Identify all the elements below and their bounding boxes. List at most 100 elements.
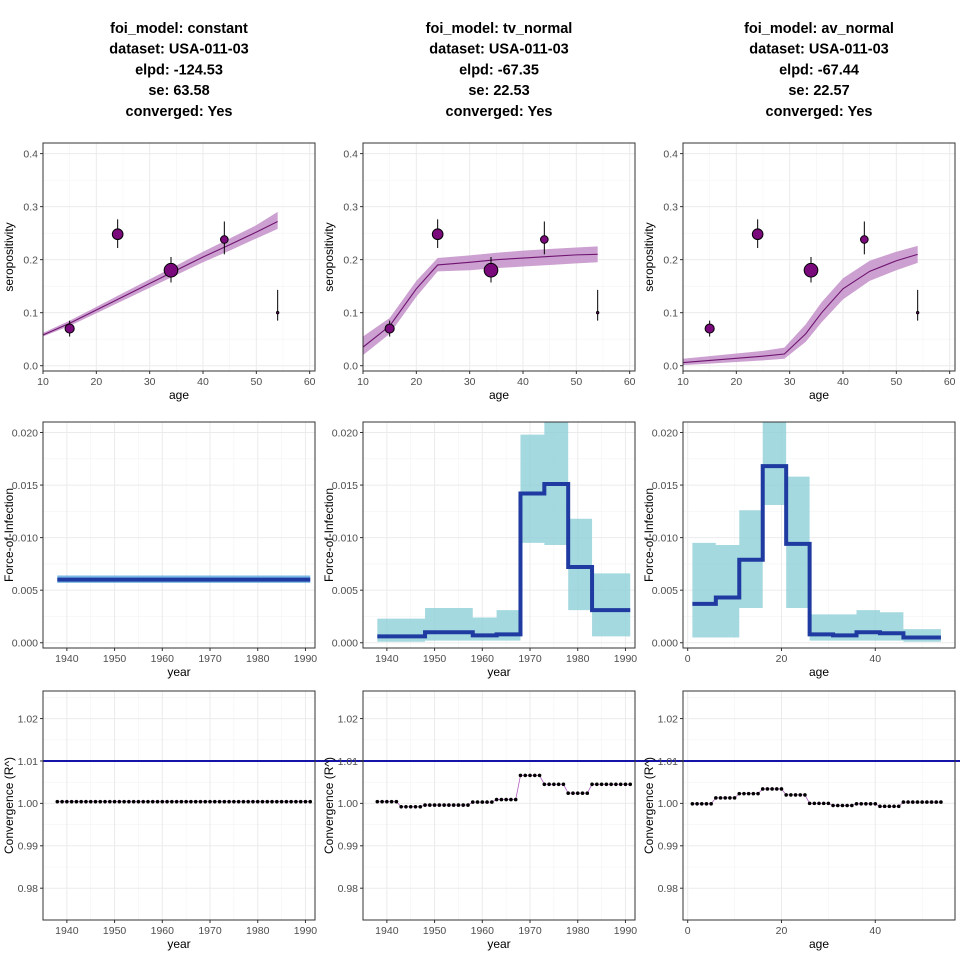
x-axis-label: age [489,388,509,402]
panel-title-line: foi_model: constant [110,21,248,37]
y-axis-label: Force-of-Infection [2,488,16,582]
rhat-point [845,803,849,808]
rhat-point [765,787,770,791]
y-tick-label: 1.00 [18,798,39,810]
x-tick-label: 1970 [518,653,542,665]
y-tick-label: 0.020 [652,427,678,439]
x-tick-label: 40 [197,376,209,388]
rhat-point [423,803,427,807]
panel-background [363,691,635,920]
rhat-point [742,791,746,796]
rhat-point [98,799,103,804]
rhat-point [873,802,878,806]
x-tick-label: 1990 [614,653,638,665]
rhat-point [784,793,788,797]
panel-background [43,691,315,920]
rhat-point [108,799,112,804]
rhat-point [480,800,485,804]
x-tick-label: 20 [776,653,788,665]
rhat-point [566,791,570,796]
foi-credible-band [377,422,631,642]
rhat-point [528,773,532,778]
rhat-point [751,791,756,796]
rhat-point [79,799,83,804]
rhat-point [461,803,466,807]
rhat-point [803,793,807,797]
y-tick-label: 0.0 [343,360,358,372]
rhat-point [590,782,594,787]
rhat-point [432,803,437,807]
y-tick-label: 0.98 [658,883,679,895]
rhat-point [227,799,231,804]
rhat-point [595,782,599,787]
panel-frame [362,142,636,372]
y-tick-label: 1.02 [18,713,39,725]
rhat-point [170,799,174,804]
y-tick-label: 1.00 [338,798,359,810]
y-tick-label: 1.02 [338,713,359,725]
rhat-point [623,782,628,787]
observed-point [595,310,600,315]
x-tick-label: 1940 [55,925,79,937]
rhat-point [831,803,835,808]
y-axis-label: Force-of-Infection [322,488,336,582]
y-tick-label: 0.1 [343,307,358,319]
rhat-point [494,797,499,802]
x-tick-label: 1960 [471,925,495,937]
observed-point [64,323,75,334]
rhat-point [437,803,442,807]
y-tick-label: 0.3 [663,201,678,213]
rhat-point [723,796,728,800]
rhat-point [789,793,793,797]
rhat-point [532,773,537,778]
rhat-point [826,801,831,806]
y-tick-label: 0.010 [12,532,38,544]
y-tick-label: 0.000 [332,638,358,650]
x-tick-label: 20 [730,376,742,388]
panel-title-line: se: 63.58 [148,83,209,99]
panel-title-line: converged: Yes [446,104,553,120]
rhat-point [929,800,934,804]
rhat-point [854,802,859,806]
rhat-point [523,773,528,778]
y-tick-label: 0.2 [343,254,358,266]
observed-point [483,262,499,278]
y-tick-label: 0.015 [332,480,358,492]
rhat-point [399,804,403,809]
panel-title-line: elpd: -124.53 [135,62,223,78]
x-tick-label: 1950 [103,653,127,665]
panel-convergence-2: 1940 1950 1960 1970 1980 1990 0.98 0.99 1.00 1.01… [322,690,960,951]
rhat-point [466,803,470,807]
observed-point [220,235,229,244]
rhat-point [375,799,380,804]
rhat-point [232,799,236,804]
y-tick-label: 1.02 [658,713,679,725]
y-axis-label: seropositivity [322,222,336,291]
observed-point [860,235,869,244]
rhat-point [925,800,929,804]
rhat-point [212,799,217,804]
panel-convergence-3: 0 20 40 0.98 0.99 1.00 1.01 1.02 age Convergence … [642,690,960,951]
y-tick-label: 1.00 [658,798,679,810]
rhat-point [55,799,60,804]
rhat-point [203,799,208,804]
y-tick-label: 1.01 [658,756,679,768]
rhat-point [275,799,279,804]
rhat-point [165,799,169,804]
x-tick-label: 1990 [294,925,318,937]
rhat-point [585,791,590,796]
y-tick-label: 0.0 [663,360,678,372]
x-tick-label: 50 [570,376,582,388]
rhat-point [251,799,255,804]
rhat-point [628,782,633,787]
x-tick-label: 40 [517,376,529,388]
y-tick-label: 0.015 [652,480,678,492]
rhat-point [571,791,575,796]
x-tick-label: 30 [464,376,476,388]
observed-point [163,262,179,278]
rhat-point [485,800,489,804]
rhat-point [840,803,845,808]
rhat-point [779,787,784,791]
y-axis-label: Force-of-Infection [642,488,656,582]
x-tick-label: 10 [357,376,369,388]
